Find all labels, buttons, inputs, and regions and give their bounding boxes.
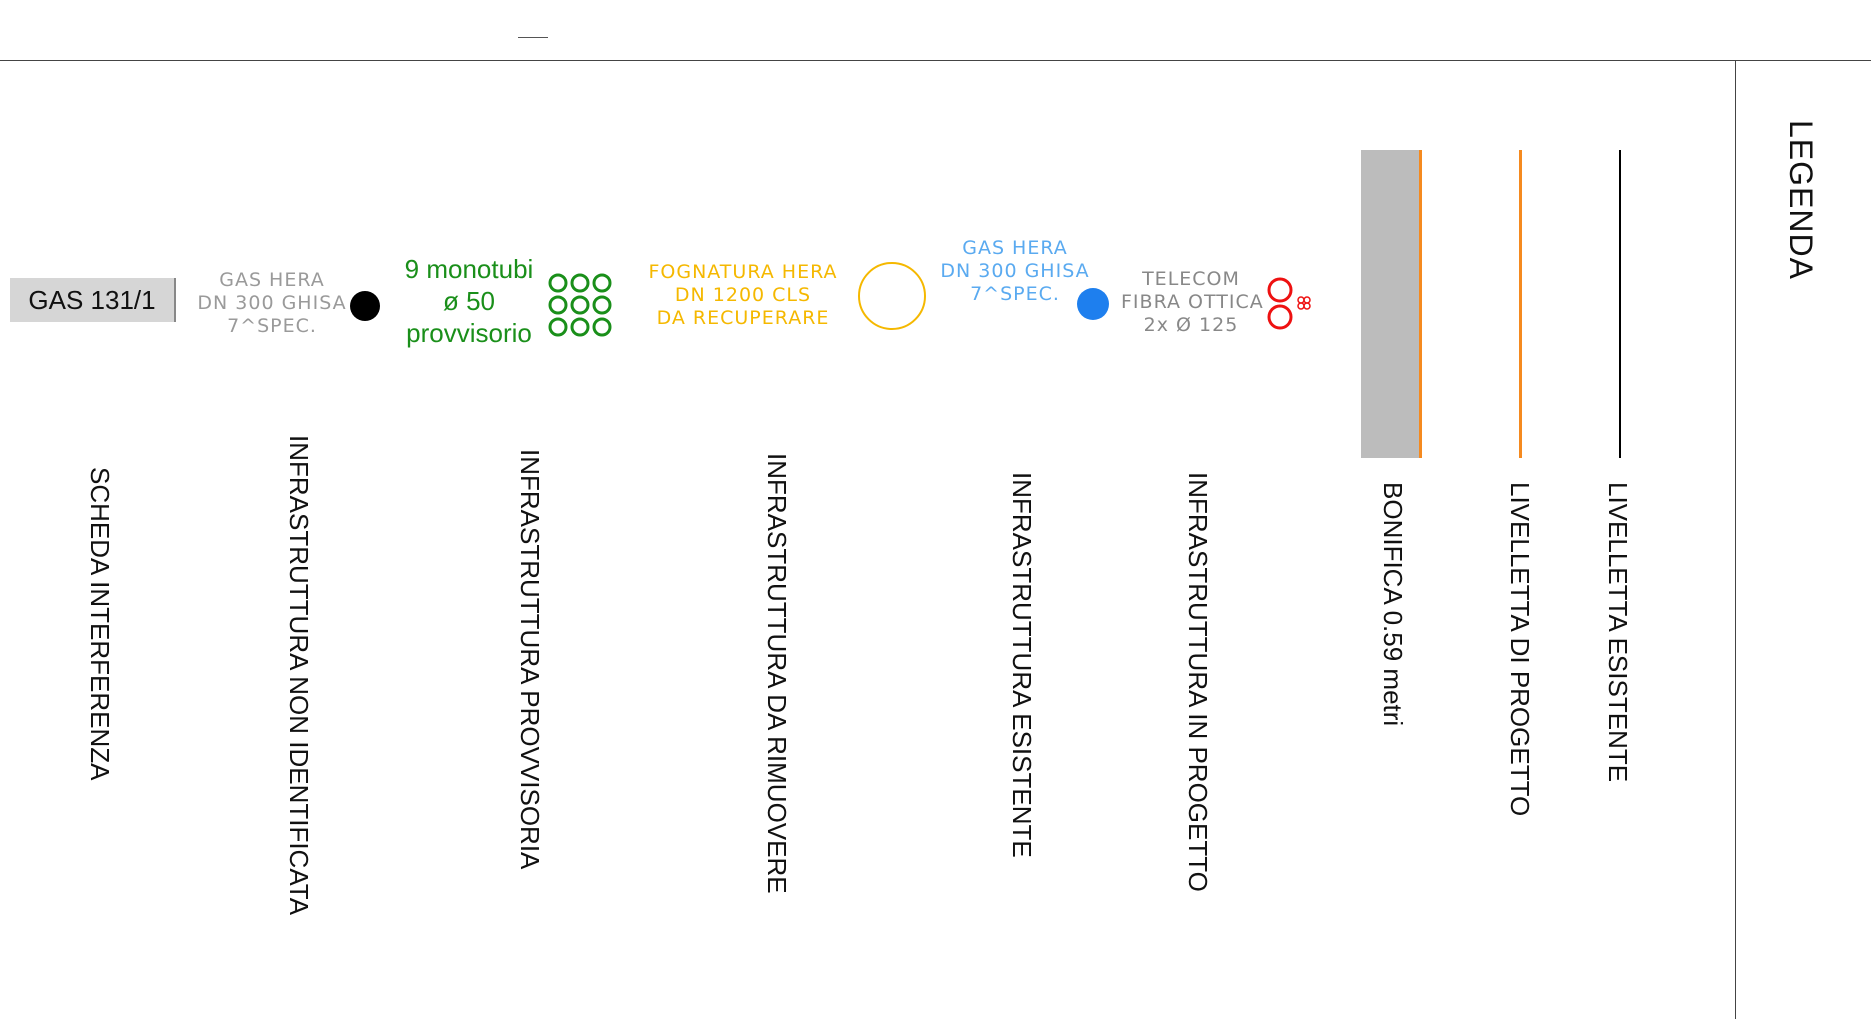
non-identificata-line-1: GAS HERA <box>219 269 325 291</box>
da-rimuovere-line-3: DA RECUPERARE <box>656 307 830 329</box>
scheda-interferenza-box: GAS 131/1 <box>10 278 176 322</box>
in-progetto-line-1: TELECOM <box>1142 268 1240 290</box>
esistente-text: GAS HERA DN 300 GHISA 7^SPEC. <box>937 237 1093 306</box>
label-infrastruttura-in-progetto: INFRASTRUTTURA IN PROGETTO <box>1183 472 1213 892</box>
non-identificata-dot-icon <box>350 291 380 321</box>
fognatura-pipe-icon <box>858 262 926 330</box>
non-identificata-line-3: 7^SPEC. <box>227 315 317 337</box>
esistente-line-1: GAS HERA <box>962 237 1068 259</box>
esistente-line-3: 7^SPEC. <box>970 283 1060 305</box>
esistente-line-2: DN 300 GHISA <box>940 260 1090 282</box>
provvisoria-line-2: ø 50 <box>442 286 496 316</box>
non-identificata-line-2: DN 300 GHISA <box>197 292 347 314</box>
label-infrastruttura-da-rimuovere: INFRASTRUTTURA DA RIMUOVERE <box>762 453 792 894</box>
label-livelletta-esistente: LIVELLETTA ESISTENTE <box>1603 482 1633 783</box>
label-bonifica: BONIFICA 0.59 metri <box>1378 482 1408 727</box>
label-scheda-interferenza: SCHEDA INTERFERENZA <box>85 467 115 781</box>
fibra-ottica-icon <box>1267 277 1311 330</box>
in-progetto-text: TELECOM FIBRA OTTICA 2x Ø 125 <box>1121 268 1264 337</box>
non-identificata-text: GAS HERA DN 300 GHISA 7^SPEC. <box>194 269 350 338</box>
frame-right-divider <box>1735 60 1736 1019</box>
label-infrastruttura-non-identificata: INFRASTRUTTURA NON IDENTIFICATA <box>284 435 314 916</box>
provvisoria-line-3: provvisorio <box>406 318 532 348</box>
da-rimuovere-line-2: DN 1200 CLS <box>674 284 812 306</box>
da-rimuovere-line-1: FOGNATURA HERA <box>648 261 838 283</box>
label-infrastruttura-provvisoria: INFRASTRUTTURA PROVVISORIA <box>515 449 545 870</box>
top-dash <box>518 37 548 38</box>
da-rimuovere-text: FOGNATURA HERA DN 1200 CLS DA RECUPERARE <box>648 261 838 330</box>
provvisoria-line-1: 9 monotubi <box>404 254 534 284</box>
bonifica-swatch <box>1361 150 1422 458</box>
esistente-dot-icon <box>1077 288 1109 320</box>
provvisoria-text: 9 monotubi ø 50 provvisorio <box>394 253 544 349</box>
in-progetto-line-2: FIBRA OTTICA <box>1121 291 1264 313</box>
legend-title: LEGENDA <box>1783 120 1819 280</box>
in-progetto-line-3: 2x Ø 125 <box>1143 314 1239 336</box>
label-infrastruttura-esistente: INFRASTRUTTURA ESISTENTE <box>1007 472 1037 858</box>
label-livelletta-progetto: LIVELLETTA DI PROGETTO <box>1505 482 1535 817</box>
monotubi-icon <box>548 273 612 337</box>
livelletta-progetto-line <box>1519 150 1522 458</box>
livelletta-esistente-line <box>1619 150 1621 458</box>
frame-top-line <box>0 60 1871 61</box>
